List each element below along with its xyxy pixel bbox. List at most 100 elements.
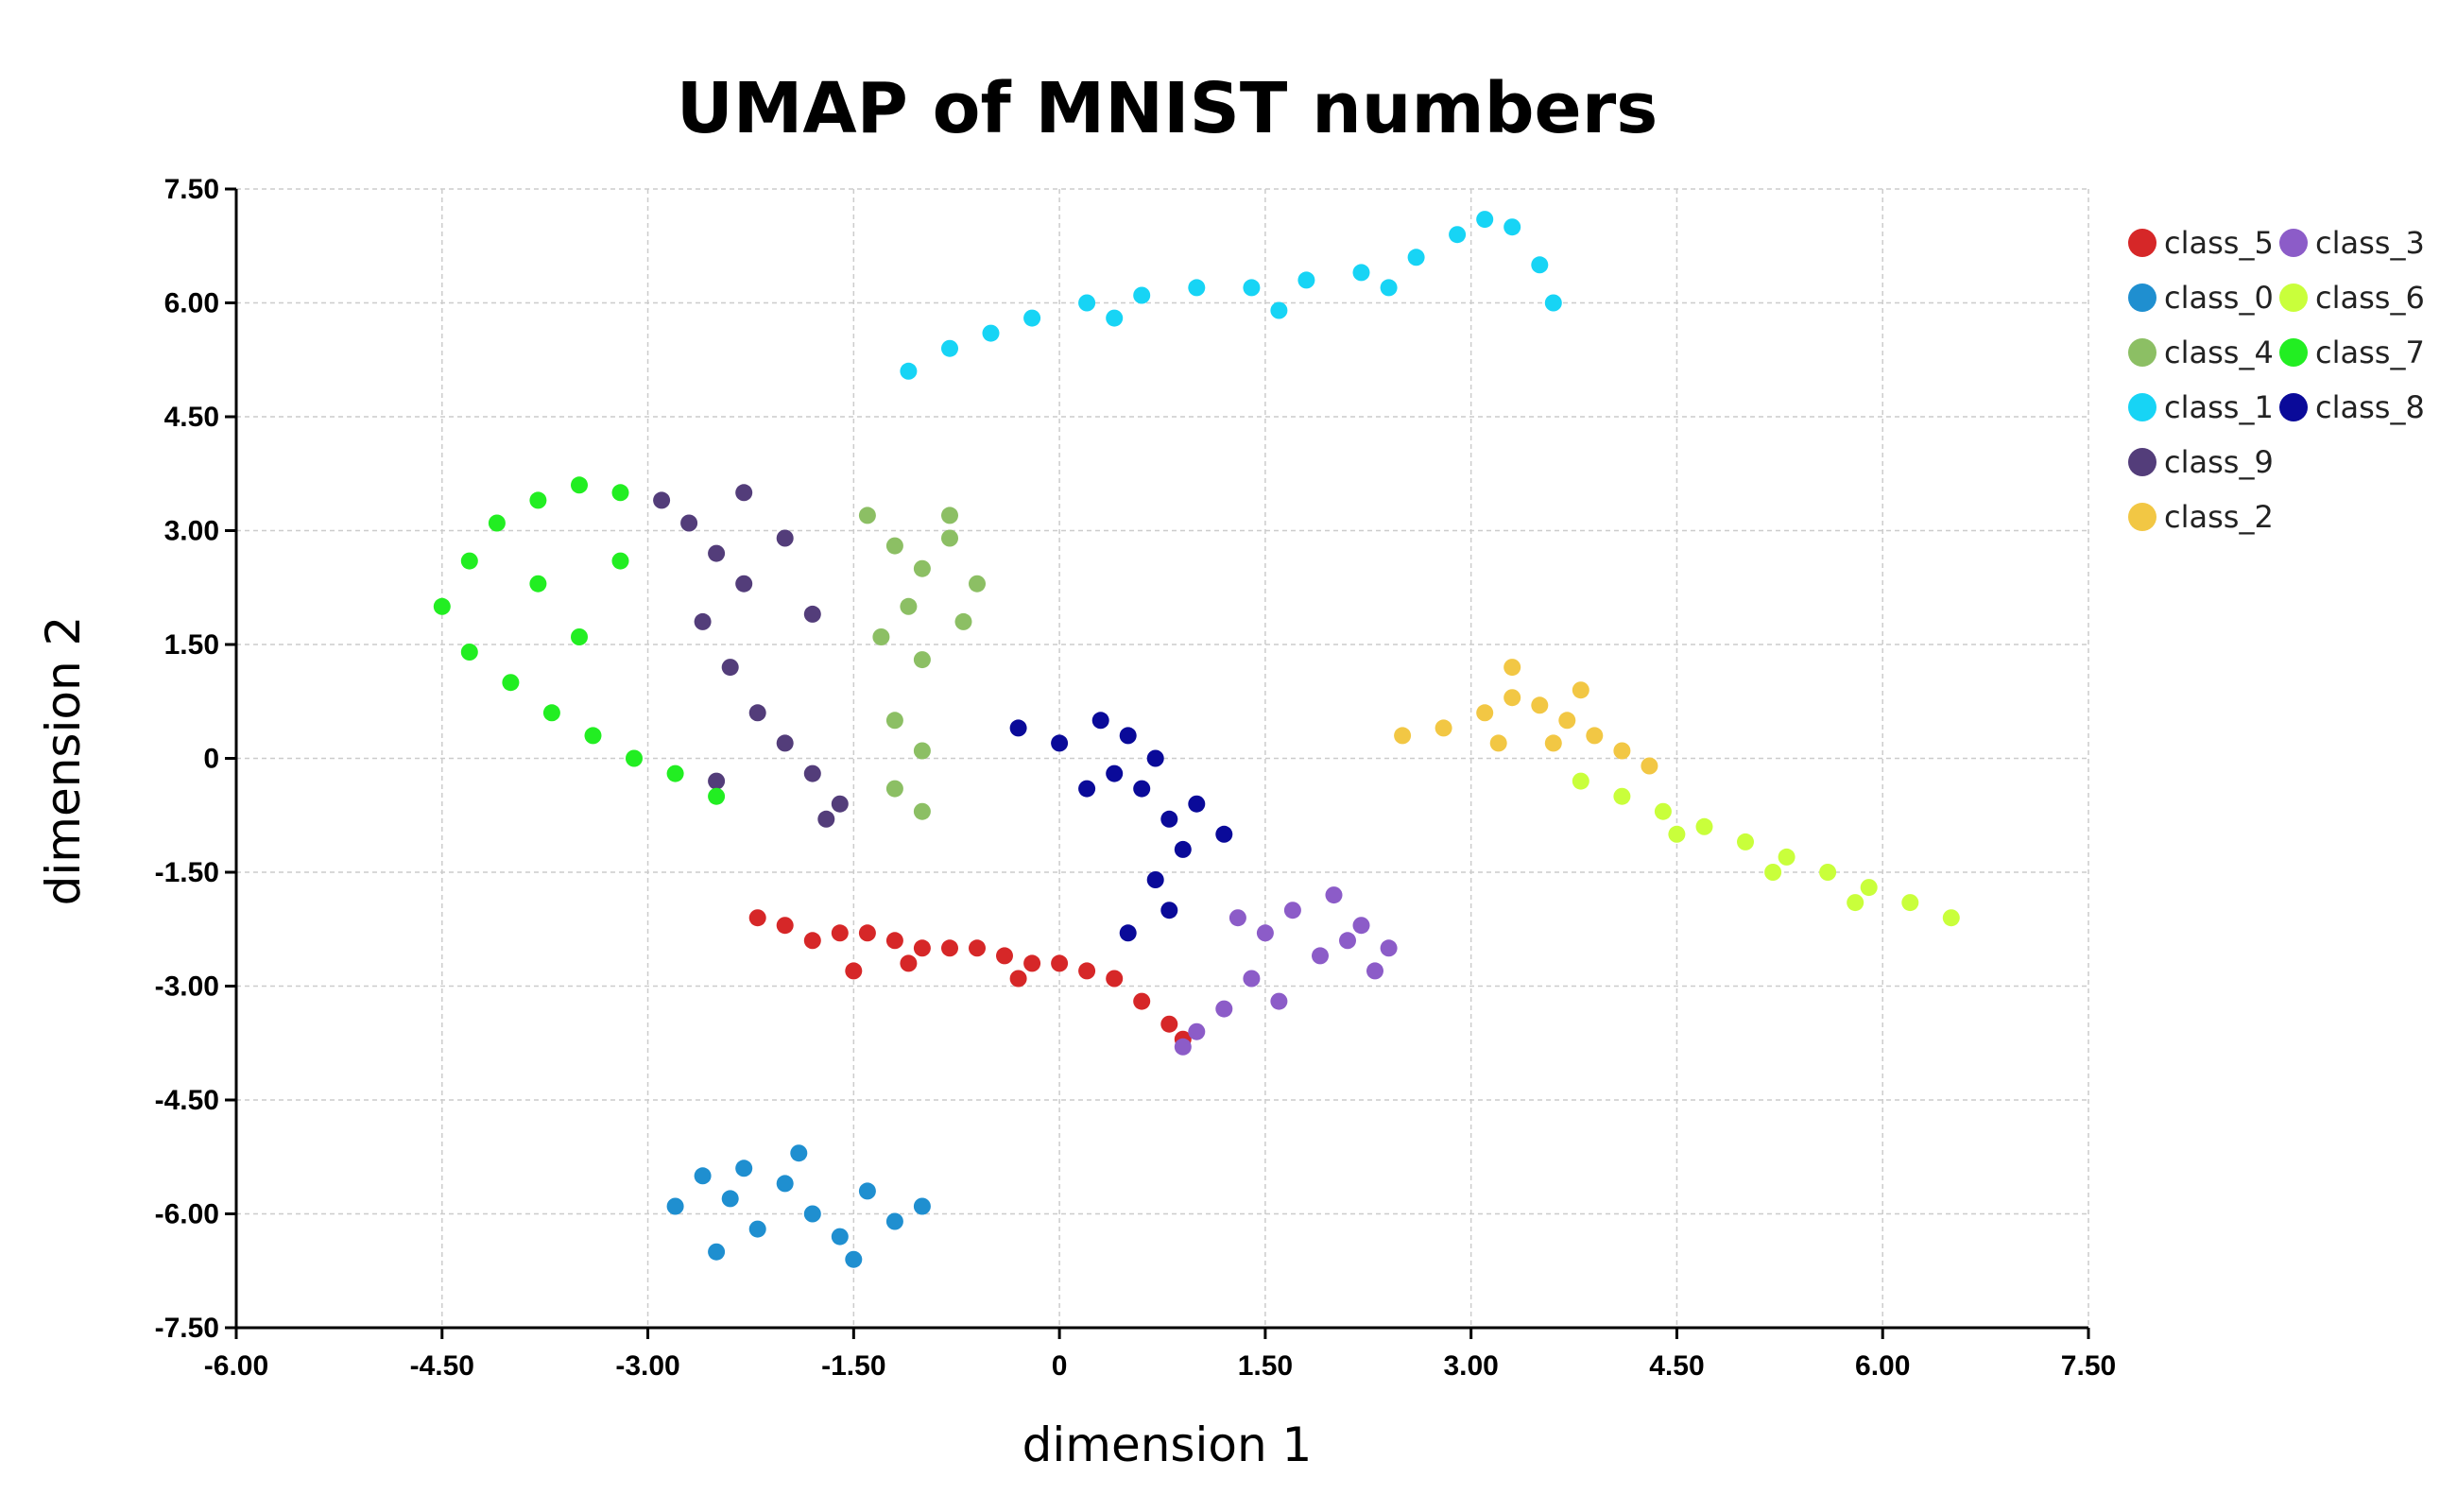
point-class-7 [460,552,478,570]
point-class-3 [1312,947,1329,965]
point-class-6 [1860,879,1878,897]
point-class-8 [1009,719,1027,737]
point-class-9 [708,544,726,562]
y-tick-label: 0 [203,744,219,775]
point-class-4 [885,537,903,555]
point-class-0 [858,1182,876,1200]
point-class-0 [885,1212,903,1230]
point-class-9 [653,491,671,509]
point-class-5 [941,939,958,957]
data-points [433,211,1960,1268]
point-class-7 [542,704,560,722]
legend-item: class_7 [2279,335,2425,370]
legend-label: class_4 [2164,335,2274,370]
point-class-7 [488,514,506,532]
point-class-7 [626,749,643,767]
point-class-3 [1325,886,1343,904]
series-class-3 [1174,886,1398,1056]
point-class-8 [1106,765,1124,782]
point-class-7 [708,787,726,805]
legend-item: class_4 [2128,335,2274,370]
point-class-1 [1544,294,1562,312]
legend-swatch [2128,284,2156,312]
x-tick-label: 6.00 [1855,1350,1910,1382]
series-class-7 [433,476,726,805]
point-class-1 [982,324,1000,342]
x-tick-label: 1.50 [1238,1350,1293,1382]
point-class-4 [913,742,931,760]
point-class-8 [1160,810,1178,828]
point-class-8 [1133,780,1151,798]
point-class-8 [1160,902,1178,919]
point-class-4 [954,612,972,630]
point-class-2 [1531,696,1549,714]
point-class-3 [1352,917,1370,935]
legend-item: class_1 [2128,389,2274,425]
legend-label: class_3 [2315,225,2425,261]
axes [225,187,2090,1339]
legend-item: class_5 [2128,225,2274,261]
point-class-5 [845,962,863,980]
point-class-3 [1215,1000,1233,1018]
point-class-5 [1106,970,1124,988]
series-class-5 [748,909,1192,1048]
point-class-5 [858,924,876,942]
point-class-8 [1174,840,1192,858]
point-class-5 [1133,992,1151,1010]
series-class-0 [666,1144,931,1268]
x-tick-label: 7.50 [2061,1350,2116,1382]
point-class-9 [708,772,726,790]
legend-swatch [2128,338,2156,367]
point-class-9 [803,605,821,623]
x-tick-label: -6.00 [204,1350,268,1382]
point-class-6 [1778,848,1796,866]
point-class-4 [941,507,958,524]
point-class-7 [529,491,547,509]
point-class-2 [1544,734,1562,752]
point-class-0 [748,1220,766,1238]
point-class-3 [1256,924,1274,942]
x-tick-label: 4.50 [1649,1350,1704,1382]
point-class-1 [1133,286,1151,304]
point-class-0 [666,1197,684,1215]
point-class-8 [1146,871,1164,888]
point-class-3 [1366,962,1383,980]
point-class-9 [735,575,753,593]
legend-label: class_2 [2164,499,2274,535]
y-tick-label: 6.00 [164,288,219,319]
point-class-1 [1476,211,1494,229]
point-class-7 [611,552,629,570]
legend-item: class_0 [2128,280,2274,316]
point-class-1 [1078,294,1096,312]
point-class-0 [721,1190,739,1208]
legend-swatch [2279,393,2308,421]
legend-swatch [2279,229,2308,257]
point-class-7 [460,644,478,661]
point-class-9 [817,810,835,828]
point-class-0 [708,1243,726,1261]
point-class-5 [776,917,794,935]
point-class-3 [1283,902,1301,919]
point-class-0 [694,1167,712,1185]
legend-swatch [2128,448,2156,476]
point-class-0 [913,1197,931,1215]
point-class-7 [529,575,547,593]
point-class-4 [941,529,958,547]
point-class-9 [776,734,794,752]
point-class-6 [1764,864,1782,881]
point-class-8 [1215,825,1233,843]
y-tick-label: -3.00 [155,971,219,1003]
tick-labels: -6.00 -4.50 -3.00 -1.50 0 1.50 3.00 4.50 6.00 7.5… [155,174,2117,1382]
legend-item: class_3 [2279,225,2425,261]
y-tick-label: 4.50 [164,402,219,433]
point-class-5 [900,954,918,972]
point-class-2 [1613,742,1631,760]
point-class-1 [1449,226,1467,244]
point-class-7 [666,765,684,782]
point-class-3 [1188,1022,1206,1040]
x-axis-label: dimension 1 [1022,1418,1313,1472]
point-class-7 [571,628,588,645]
series-class-4 [858,507,986,820]
point-class-4 [900,597,918,615]
point-class-0 [776,1175,794,1193]
